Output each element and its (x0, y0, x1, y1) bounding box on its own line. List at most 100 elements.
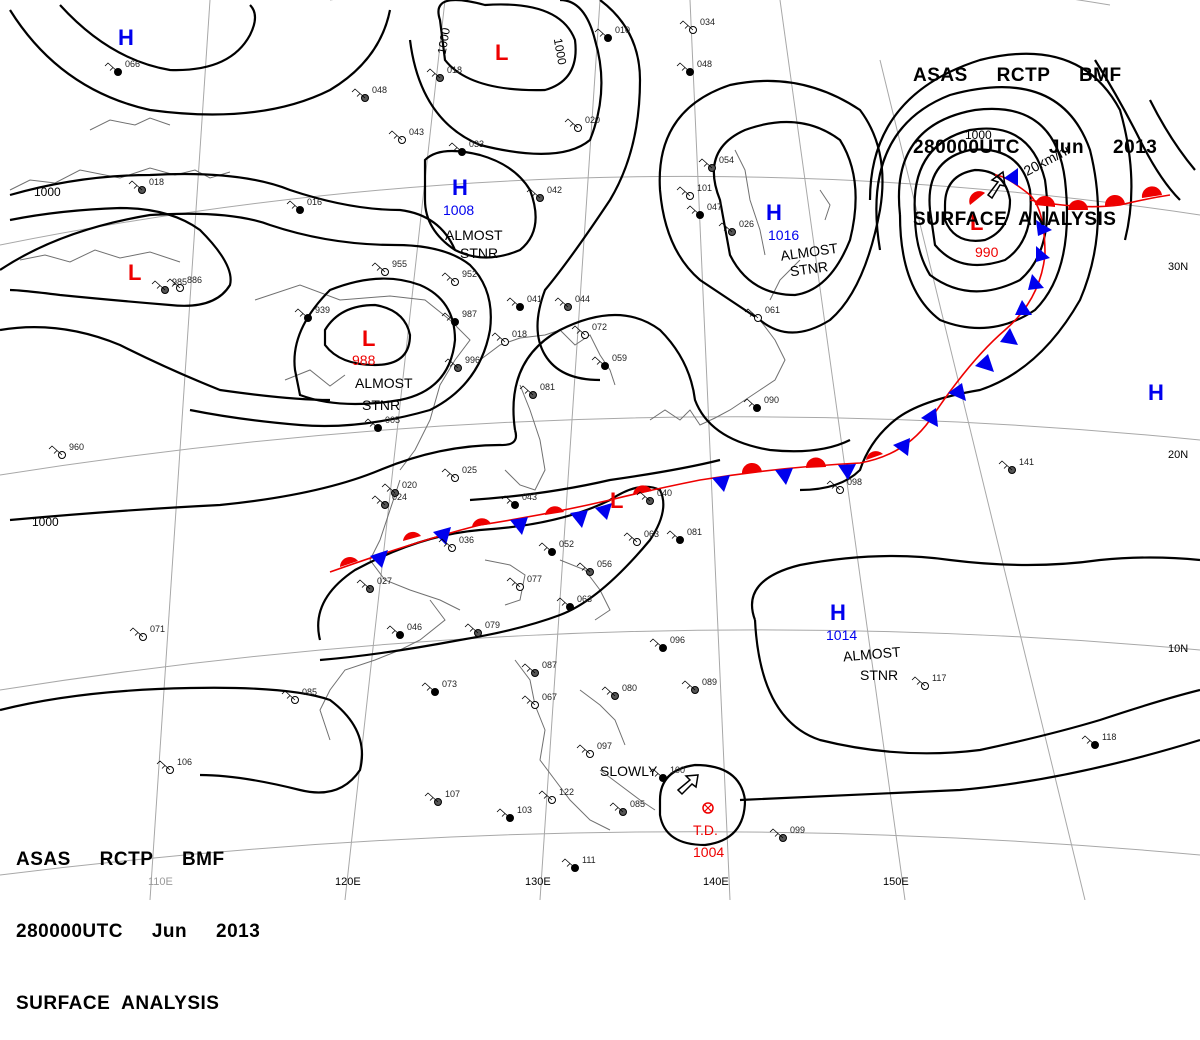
station-plot: 106 (156, 757, 192, 774)
wind-barb-icon (591, 356, 606, 367)
station-pressure-value: 024 (392, 492, 407, 502)
station-plot: 089 (681, 677, 717, 694)
station-plot: 052 (538, 539, 574, 556)
station-pressure-value: 033 (469, 139, 484, 149)
isobar-labels: 1000 1000 1000 1000 1000 (32, 26, 992, 529)
coastline (284, 369, 346, 387)
wind-barb-icon (496, 808, 511, 819)
station-pressure-value: 043 (522, 492, 537, 502)
td-pressure: 1004 (693, 844, 724, 860)
almost-stnr-label: STNR (460, 245, 498, 261)
station-plot: 072 (571, 322, 607, 339)
wind-barb-icon (666, 530, 681, 541)
latitude-label: 20N (1168, 449, 1188, 461)
isobar (469, 458, 721, 502)
station-pressure-value: 018 (149, 177, 164, 187)
station-pressure-value: 985 (172, 277, 187, 287)
station-plot: 955 (371, 259, 407, 276)
station-pressure-value: 042 (547, 185, 562, 195)
wind-barb-icon (166, 278, 181, 289)
coastline (769, 259, 801, 301)
low-pressure-center: L (128, 260, 141, 285)
station-plot: 046 (386, 622, 422, 639)
wind-barb-icon (129, 627, 144, 638)
station-pressure-value: 939 (315, 305, 330, 315)
tropical-depression-icon (703, 803, 713, 813)
isobar (9, 206, 232, 307)
isobar (512, 314, 851, 453)
station-pressure-value: 118 (1102, 732, 1116, 742)
station-pressure-value: 061 (765, 305, 780, 315)
cold-front-mark (595, 503, 612, 520)
warm-front-mark (805, 457, 826, 468)
cold-front-mark (948, 383, 966, 401)
station-pressure-value: 018 (512, 329, 527, 339)
isobar-label: 1000 (965, 128, 992, 142)
latitude-label: 30N (1168, 261, 1188, 273)
wind-barb-icon (521, 695, 536, 706)
almost-stnr-label: STNR (860, 667, 898, 683)
isobars (0, 0, 1200, 847)
cold-front-mark (1000, 328, 1018, 345)
station-pressure-value: 041 (527, 294, 542, 304)
station-pressure-value: 099 (790, 825, 805, 835)
almost-stnr-label: ALMOST (445, 227, 503, 243)
high-pressure-center: H (830, 600, 846, 625)
wind-barb-icon (351, 88, 366, 99)
wind-barb-icon (826, 480, 841, 491)
station-pressure-value: 036 (459, 535, 474, 545)
weather-map: 066 048 043 033 042 020 010 018 034 048 054 101 047 0… (0, 0, 1200, 900)
station-plot: 036 (438, 535, 474, 552)
longitude-label: 140E (703, 876, 729, 888)
station-plot: 024 (371, 492, 407, 509)
wind-barb-icon (769, 828, 784, 839)
wind-barb-icon (104, 62, 119, 73)
latitude-label: 10N (1168, 643, 1188, 655)
wind-barb-icon (356, 579, 371, 590)
wind-barb-icon (564, 118, 579, 129)
station-pressure-value: 010 (615, 25, 630, 35)
wind-barb-icon (444, 358, 459, 369)
coastlines (9, 117, 831, 831)
cold-front-mark (370, 550, 388, 568)
station-pressure-value: 111 (582, 855, 596, 865)
isobar (739, 738, 1200, 802)
warm-front-mark (741, 462, 762, 474)
station-pressure-value: 020 (402, 480, 417, 490)
latitude-line (0, 416, 1200, 476)
warm-front-mark (1104, 194, 1125, 206)
footer-agency-line: ASAS RCTP BMF (16, 849, 225, 870)
station-plot: 047 (686, 202, 722, 219)
station-plot: 071 (129, 624, 165, 641)
station-plot: 107 (424, 789, 460, 806)
station-plot: 043 (501, 492, 537, 509)
wind-barb-icon (601, 686, 616, 697)
station-pressure-value: 016 (307, 197, 322, 207)
station-pressure-value: 054 (719, 155, 734, 165)
high-pressure-value: 1014 (826, 627, 857, 643)
isobar (0, 326, 331, 402)
station-pressure-value: 020 (585, 115, 600, 125)
wind-barb-icon (426, 68, 441, 79)
station-pressure-value: 098 (847, 477, 862, 487)
coastline (254, 284, 471, 471)
station-plot: 043 (388, 127, 424, 144)
station-plot: 886 (166, 275, 202, 292)
pressure-centers: H L H 1008 L L 988 H 1016 L 990 H H 1014… (118, 25, 1164, 643)
wind-barb-icon (521, 663, 536, 674)
station-pressure-value: 952 (462, 269, 477, 279)
station-pressure-value: 027 (377, 576, 392, 586)
station-pressure-value: 106 (177, 757, 192, 767)
station-plot: 996 (444, 355, 480, 372)
station-pressure-value: 107 (445, 789, 460, 799)
wind-barb-icon (421, 682, 436, 693)
wind-barb-icon (998, 460, 1013, 471)
station-pressure-value: 987 (462, 309, 477, 319)
isobar (408, 0, 603, 155)
isobar (753, 619, 1200, 755)
low-pressure-value: 988 (352, 352, 376, 368)
cold-front-mark (570, 510, 588, 528)
wind-barb-icon (743, 398, 758, 409)
cold-front-mark (1004, 168, 1018, 186)
station-plot: 026 (718, 219, 754, 236)
